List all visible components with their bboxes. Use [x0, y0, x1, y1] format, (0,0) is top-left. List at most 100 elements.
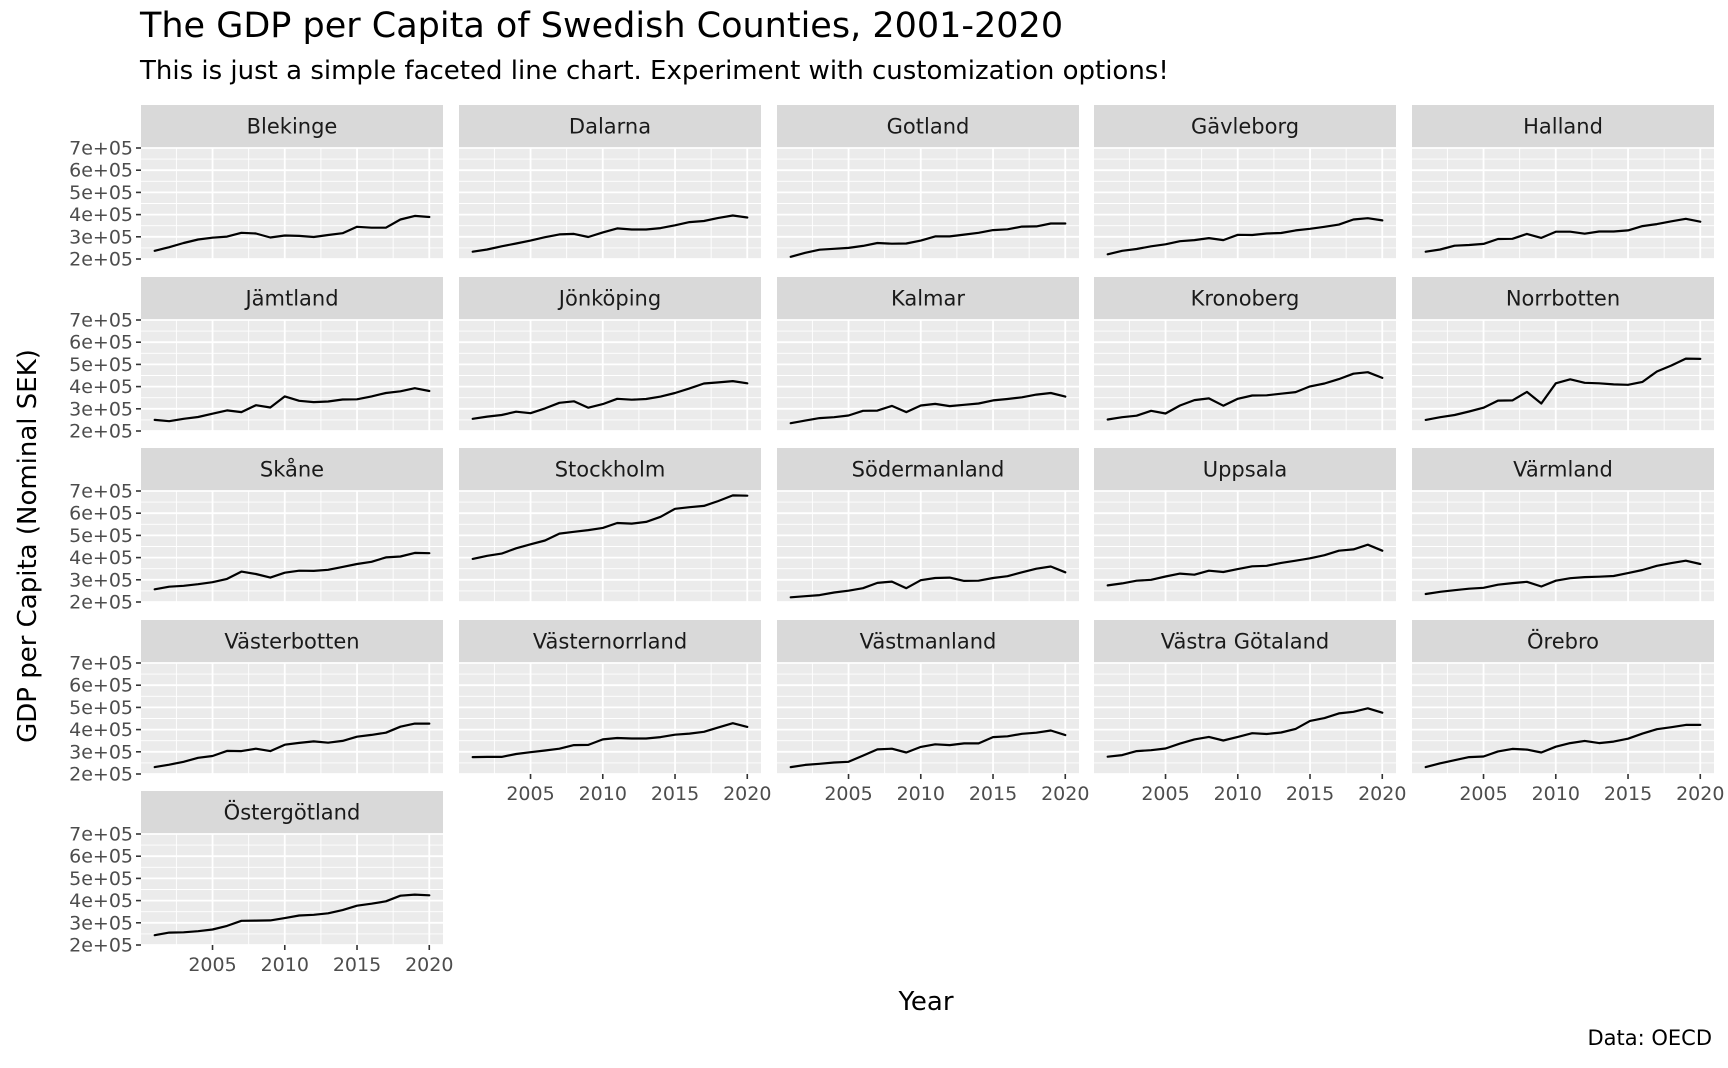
y-tick-label: 6e+05	[69, 675, 133, 697]
facet-label: Stockholm	[555, 458, 666, 482]
facet-strip	[777, 448, 1079, 491]
y-tick-label: 4e+05	[69, 204, 133, 226]
x-tick-label: 2020	[1041, 783, 1089, 805]
series-line	[1106, 217, 1384, 256]
chart-subtitle: This is just a simple faceted line chart…	[140, 56, 1169, 86]
facet-panel: Jönköping	[459, 277, 761, 432]
series-line	[471, 494, 749, 561]
x-tick-label: 2020	[1676, 783, 1724, 805]
facet-panel: Södermanland	[777, 448, 1079, 603]
series-line	[1106, 371, 1384, 421]
x-tick-label: 2020	[405, 954, 453, 976]
facet-strip	[459, 277, 761, 320]
series-line	[153, 214, 431, 252]
facet-panel: Västernorrland 2005 2010 2015 2020	[459, 620, 771, 805]
facet-panel: Västerbotten 2e+053e+054e+055e+056e+057e+…	[69, 620, 443, 786]
chart-title: The GDP per Capita of Swedish Counties, …	[140, 6, 1064, 46]
facet-label: Blekinge	[247, 115, 338, 139]
series-line	[789, 222, 1067, 258]
y-tick-label: 5e+05	[69, 868, 133, 890]
x-tick-label: 2020	[723, 783, 771, 805]
facet-label: Västmanland	[860, 630, 997, 654]
x-tick-label: 2005	[1141, 783, 1189, 805]
y-axis-title: GDP per Capita (Nominal SEK)	[13, 349, 43, 743]
facet-label: Västernorrland	[533, 630, 687, 654]
x-tick-label: 2015	[1286, 783, 1334, 805]
y-tick-label: 3e+05	[69, 226, 133, 248]
x-tick-label: 2005	[188, 954, 236, 976]
x-tick-label: 2020	[1358, 783, 1406, 805]
series-line	[471, 722, 749, 759]
y-tick-label: 6e+05	[69, 846, 133, 868]
y-tick-label: 2e+05	[69, 421, 133, 443]
facet-strip	[1094, 448, 1396, 491]
y-tick-label: 6e+05	[69, 332, 133, 354]
y-tick-label: 4e+05	[69, 376, 133, 398]
facet-panel: Stockholm	[459, 448, 761, 603]
facet-label: Kronoberg	[1191, 287, 1300, 311]
facet-strip	[1094, 277, 1396, 320]
facet-strip	[141, 791, 443, 834]
facet-strip	[141, 277, 443, 320]
facet-strip	[1412, 105, 1714, 148]
series-line	[1106, 707, 1384, 758]
facet-panel: Västra Götaland 2005 2010 2015 2020	[1094, 620, 1406, 805]
facet-panel: Örebro 2005 2010 2015 2020	[1412, 620, 1724, 805]
x-tick-label: 2010	[579, 783, 627, 805]
series-line	[1424, 723, 1702, 769]
y-tick-label: 7e+05	[69, 310, 133, 332]
facet-strip	[141, 105, 443, 148]
facet-strip	[459, 105, 761, 148]
facet-label: Kalmar	[891, 287, 965, 311]
y-tick-label: 7e+05	[69, 481, 133, 503]
facet-panel: Västmanland 2005 2010 2015 2020	[777, 620, 1089, 805]
x-tick-label: 2015	[333, 954, 381, 976]
facet-label: Uppsala	[1203, 458, 1288, 482]
facet-panel: Norrbotten	[1412, 277, 1714, 432]
facet-panel: Uppsala	[1094, 448, 1396, 603]
facet-strip	[1412, 620, 1714, 663]
facet-strip	[1094, 105, 1396, 148]
y-tick-label: 7e+05	[69, 653, 133, 675]
x-tick-label: 2010	[1532, 783, 1580, 805]
facet-panel: Kalmar	[777, 277, 1079, 432]
chart-caption: Data: OECD	[1587, 1026, 1712, 1050]
x-axis-title: Year	[897, 987, 953, 1017]
series-line	[471, 214, 749, 253]
facet-panel: Östergötland 2e+053e+054e+055e+056e+057e+…	[69, 791, 453, 976]
facet-panel: Kronoberg	[1094, 277, 1396, 432]
y-tick-label: 3e+05	[69, 912, 133, 934]
facet-label: Gävleborg	[1191, 115, 1299, 139]
facet-label: Jämtland	[243, 287, 338, 311]
y-tick-label: 4e+05	[69, 719, 133, 741]
facet-strip	[459, 620, 761, 663]
series-line	[1424, 357, 1702, 421]
facet-panel: Gotland	[777, 105, 1079, 260]
x-tick-label: 2015	[969, 783, 1017, 805]
y-tick-label: 5e+05	[69, 354, 133, 376]
facet-label: Skåne	[260, 457, 324, 482]
x-tick-label: 2015	[1604, 783, 1652, 805]
y-tick-label: 3e+05	[69, 398, 133, 420]
facet-label: Halland	[1523, 115, 1603, 139]
facet-label: Örebro	[1527, 629, 1599, 654]
facet-label: Västra Götaland	[1161, 630, 1330, 654]
y-tick-label: 7e+05	[69, 138, 133, 160]
series-line	[1106, 543, 1384, 587]
series-line	[153, 722, 431, 769]
series-line	[789, 565, 1067, 599]
x-tick-label: 2005	[824, 783, 872, 805]
y-tick-label: 5e+05	[69, 697, 133, 719]
facet-strip	[1412, 277, 1714, 320]
series-line	[1424, 217, 1702, 253]
x-tick-label: 2005	[506, 783, 554, 805]
y-tick-label: 2e+05	[69, 249, 133, 271]
facet-panel: Gävleborg	[1094, 105, 1396, 260]
facet-label: Västerbotten	[224, 630, 359, 654]
facet-strip	[777, 620, 1079, 663]
facet-panel: Värmland	[1412, 448, 1714, 603]
series-line	[789, 391, 1067, 425]
facet-strip	[777, 277, 1079, 320]
series-line	[1424, 559, 1702, 596]
